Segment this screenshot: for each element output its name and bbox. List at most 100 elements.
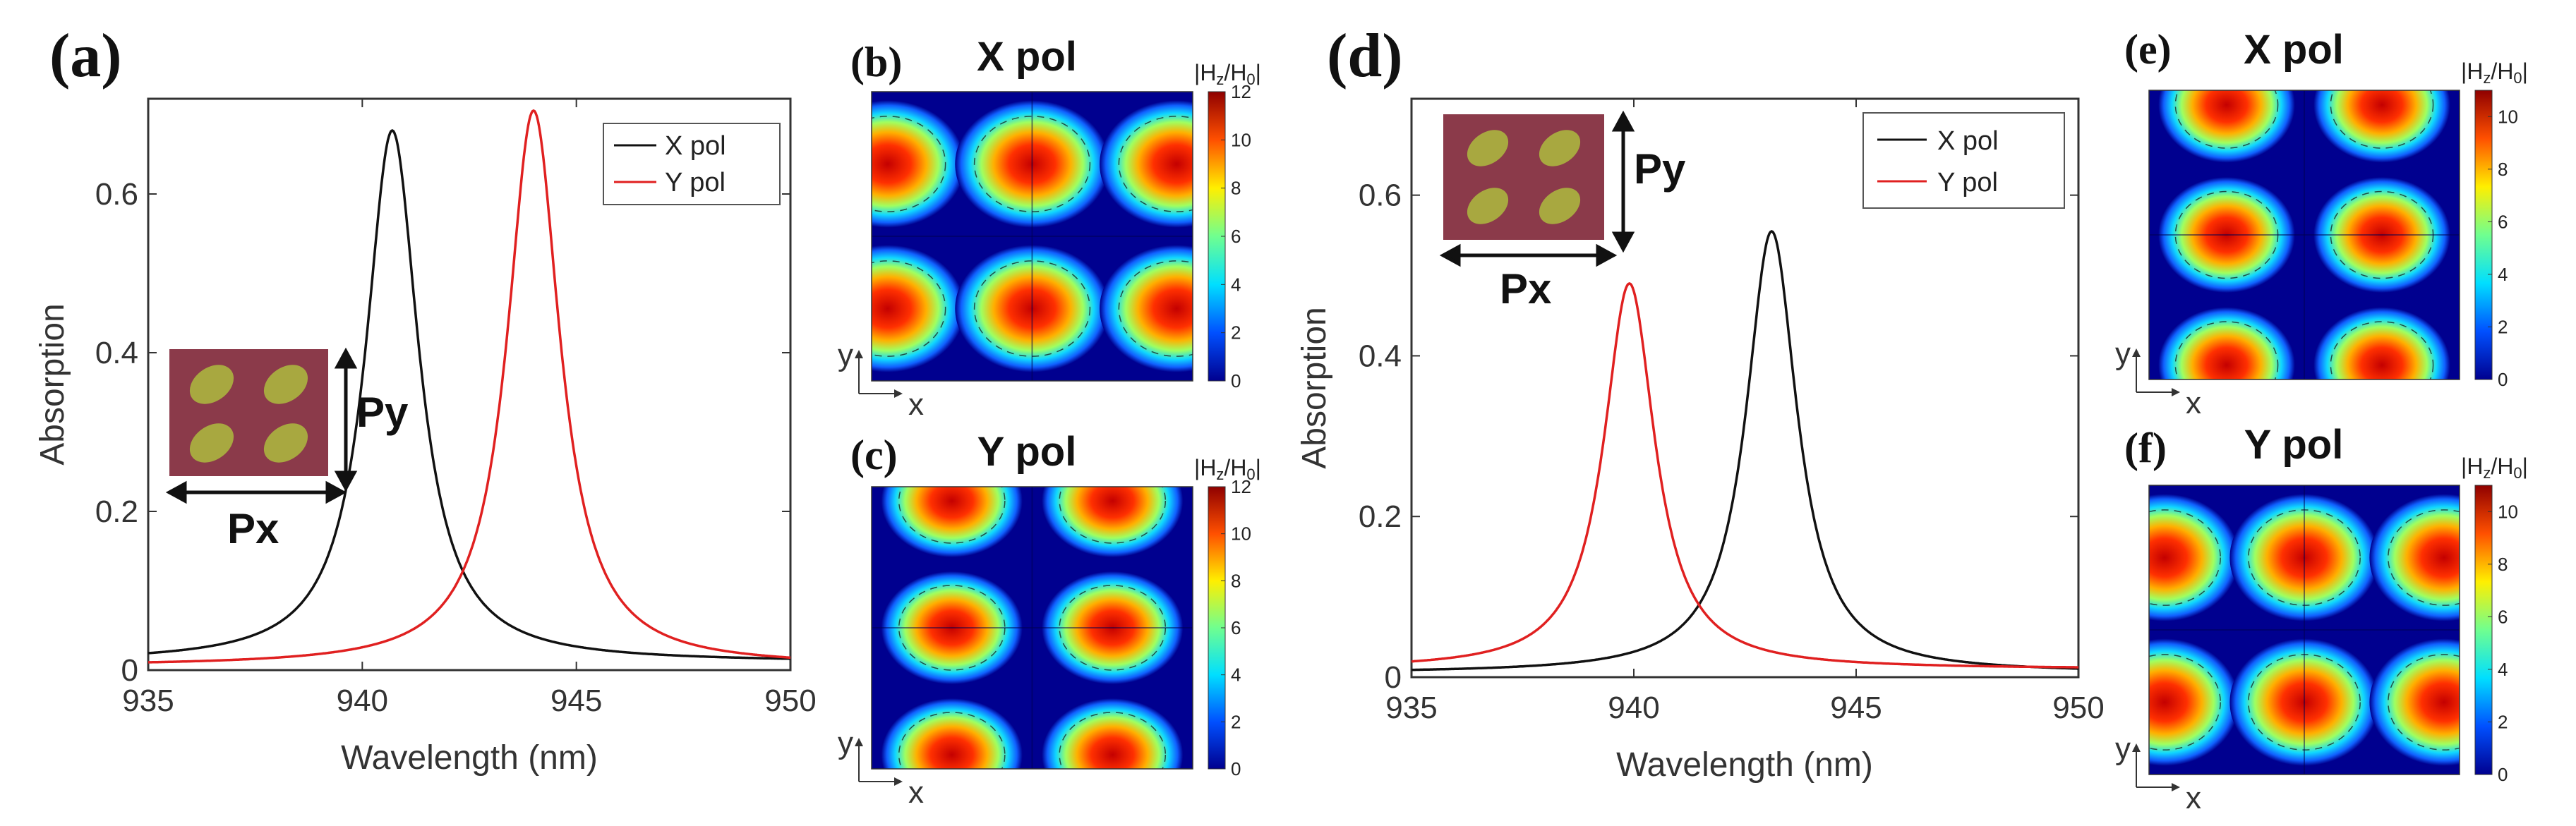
legend-label-x-pol-d: X pol xyxy=(1937,126,1999,156)
colorbar-tick-label-c-0: 0 xyxy=(1231,758,1241,779)
y-dir-arrowhead-c xyxy=(855,738,863,746)
field-loop-c-1 xyxy=(1059,487,1167,544)
x-dir-arrowhead-c xyxy=(894,777,903,786)
colorbar-tick-label-b-2: 2 xyxy=(1231,322,1241,344)
colorbar-tick-label-b-10: 10 xyxy=(1231,129,1251,150)
colorbar-label-part-b-1: z xyxy=(1216,71,1224,88)
colorbar-label-part-e-0: |H xyxy=(2461,59,2483,84)
field-loop-f-5 xyxy=(2388,654,2460,751)
xtick-label-d-935: 935 xyxy=(1385,691,1437,725)
colorbar-label-part-e-2: /H xyxy=(2491,59,2513,84)
colorbar-label-part-f-2: /H xyxy=(2491,454,2513,479)
map-cells-b xyxy=(872,92,1193,381)
x-dir-label-e: x xyxy=(2186,386,2201,420)
plot-frame-a xyxy=(147,97,792,672)
field-loop-b-0 xyxy=(872,116,946,212)
colorbar-label-part-b-0: |H xyxy=(1194,60,1216,85)
hotspot-f-3 xyxy=(2149,638,2239,766)
hotspot-b-5 xyxy=(1100,245,1193,372)
xlabel-a: Wavelength (nm) xyxy=(341,739,598,777)
y-dir-label-e: y xyxy=(2115,336,2131,371)
field-loop-c-4 xyxy=(898,712,1006,769)
x-dir-label-b: x xyxy=(908,387,924,422)
inset-ellipse-a1 xyxy=(189,365,234,404)
colorbar-tick-label-c-6: 6 xyxy=(1231,617,1241,638)
y-dir-arrowhead-b xyxy=(855,350,863,358)
colorbar-f xyxy=(2474,485,2493,775)
py-arrow-d xyxy=(1611,110,1635,253)
py-label-a: Py xyxy=(356,389,409,436)
map-frame-f xyxy=(2148,485,2460,775)
colorbar-tick-label-b-12: 12 xyxy=(1231,81,1251,102)
curve-y-pol-d xyxy=(1411,281,2078,669)
curve-y-pol-a xyxy=(148,109,791,664)
colorbar-tick-label-c-10: 10 xyxy=(1231,523,1251,545)
px-arrow-d xyxy=(1439,243,1618,267)
ytick-label-d-3: 0.6 xyxy=(1359,178,1402,213)
colorbar-tick-label-e-0: 0 xyxy=(2498,369,2508,390)
inset-ellipse-a3 xyxy=(189,423,234,463)
field-loop-e-0 xyxy=(2174,90,2279,149)
y-dir-arrowhead-e xyxy=(2132,348,2141,357)
colorbar-label-part-b-2: /H xyxy=(1224,60,1246,85)
field-loop-b-5 xyxy=(1118,260,1193,357)
colorbar-label-part-b-3: 0 xyxy=(1246,71,1255,88)
colorbar-label-part-e-4: | xyxy=(2522,59,2528,84)
colorbar-tick-label-f-6: 6 xyxy=(2498,606,2508,627)
map-title-f: Y pol xyxy=(2244,422,2344,468)
panel-label-b: (b) xyxy=(850,39,902,85)
map-title-b: X pol xyxy=(977,34,1077,80)
y-dir-label-c: y xyxy=(838,726,853,760)
colorbar-label-part-c-4: | xyxy=(1256,455,1261,480)
inset-ellipse-d2 xyxy=(1539,130,1581,166)
xtick-label-a-935: 935 xyxy=(122,684,174,718)
hotspot-e-5 xyxy=(2313,307,2450,379)
inset-ellipse-d3 xyxy=(1467,188,1509,224)
xtick-label-a-945: 945 xyxy=(550,684,602,718)
colorbar-tick-label-f-10: 10 xyxy=(2498,501,2518,522)
px-arrow-a xyxy=(165,480,347,504)
panel-label-f: (f) xyxy=(2124,425,2167,471)
ylabel-d: Absorption xyxy=(1296,307,1333,468)
inset-d: Py Px xyxy=(1439,110,1686,312)
colorbar-tick-label-b-4: 4 xyxy=(1231,274,1241,295)
colorbar-label-e: |Hz/H0| xyxy=(2461,59,2528,87)
colorbar-tick-label-c-2: 2 xyxy=(1231,711,1241,732)
field-loop-e-5 xyxy=(2330,321,2434,379)
curve-x-pol-a xyxy=(148,129,790,660)
hotspot-b-2 xyxy=(1100,100,1193,228)
colorbar-label-b: |Hz/H0| xyxy=(1194,60,1261,88)
x-dir-label-c: x xyxy=(908,775,924,810)
colorbar-label-part-f-0: |H xyxy=(2461,454,2483,479)
colorbar-tick-label-e-8: 8 xyxy=(2498,159,2508,180)
py-arrow-a xyxy=(334,347,358,492)
field-loop-e-1 xyxy=(2330,90,2434,149)
legend-box-a xyxy=(603,123,781,205)
y-dir-arrowhead-f xyxy=(2132,743,2141,752)
colorbar-tick-label-f-4: 4 xyxy=(2498,659,2508,680)
xtick-label-d-940: 940 xyxy=(1608,691,1659,725)
ytick-label-d-0: 0 xyxy=(1385,660,1402,695)
plot-frame-d xyxy=(1410,97,2080,679)
field-loop-c-0 xyxy=(898,487,1006,544)
colorbar-label-c: |Hz/H0| xyxy=(1194,455,1261,483)
legend-label-y-pol-a: Y pol xyxy=(665,168,726,198)
px-label-d: Px xyxy=(1500,265,1551,312)
hotspot-f-0 xyxy=(2149,494,2239,621)
hotspot-e-0 xyxy=(2158,90,2295,163)
hotspot-e-4 xyxy=(2158,307,2295,379)
legend-d: X pol Y pol xyxy=(1862,112,2065,209)
ytick-label-a-0: 0 xyxy=(121,653,138,688)
hotspot-b-0 xyxy=(872,100,965,228)
curves-d xyxy=(1411,229,2078,672)
axis-ticks-d: 935 940 945 950 0 0.2 0.4 0.6 xyxy=(1359,99,2105,725)
colorbar-tick-label-e-6: 6 xyxy=(2498,211,2508,232)
map-frame-b xyxy=(871,91,1193,382)
inset-ellipse-d4 xyxy=(1539,188,1581,224)
